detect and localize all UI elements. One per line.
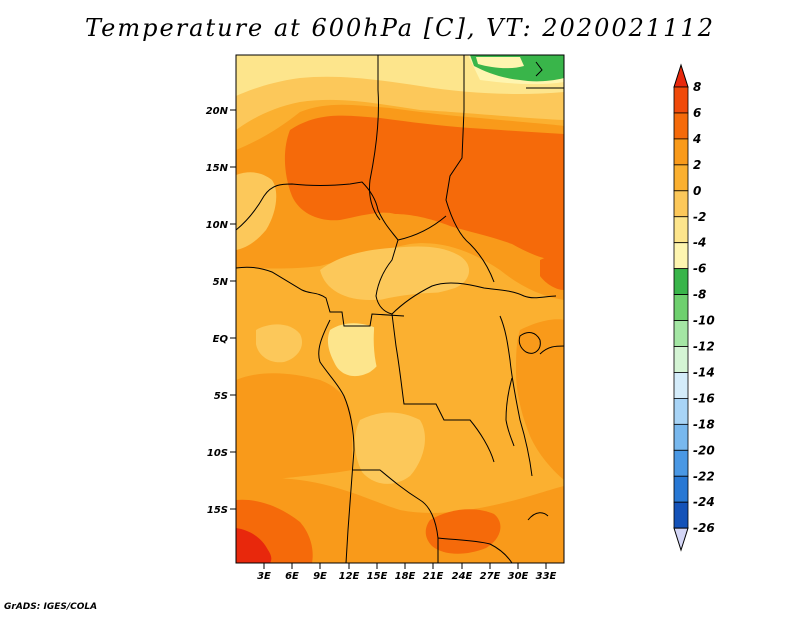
- lake-victoria: [518, 332, 541, 354]
- field-pale-patch: [476, 57, 524, 69]
- colorbar-label: -8: [693, 288, 706, 302]
- coastline-atlantic: [318, 319, 355, 563]
- border-drc-east: [499, 315, 533, 477]
- field-gabon-pale: [256, 324, 303, 363]
- colorbar-label: 8: [693, 80, 701, 94]
- colorbar-label: -4: [693, 236, 706, 250]
- lon-tick-label: 6E: [285, 571, 299, 582]
- colorbar-segment: [673, 449, 689, 477]
- lon-tick-label: 21E: [423, 571, 444, 582]
- latitude-axis: 20N 15N 10N 5N EQ 5S 10S 15S: [206, 106, 236, 516]
- coastline-gulf-of-guinea: [236, 266, 405, 327]
- border-chad-sudan: [445, 55, 495, 283]
- colorbar-segment: [673, 190, 689, 218]
- coast-red-sea: [535, 61, 543, 77]
- colorbar-segment: [673, 423, 689, 451]
- lat-tick-label: 5N: [213, 277, 229, 288]
- lon-tick-label: 3E: [257, 571, 271, 582]
- chart-title: Temperature at 600hPa [C], VT: 202002111…: [85, 14, 715, 42]
- colorbar-segment: [673, 294, 689, 321]
- colorbar-segment: [673, 397, 689, 425]
- lat-tick-label: 10S: [207, 448, 228, 459]
- colorbar-segment: [673, 372, 689, 399]
- colorbar-label: -18: [693, 417, 715, 431]
- colorbar-top-arrow: [673, 63, 689, 88]
- lat-tick-label: 15N: [206, 163, 229, 174]
- field-east-warm: [516, 319, 564, 480]
- colorbar-bottom-arrow: [673, 527, 689, 552]
- border-sahel: [236, 181, 399, 268]
- colorbar-label: -14: [693, 365, 715, 379]
- colorbar-label: -10: [693, 314, 715, 328]
- field-east-hot: [540, 256, 564, 290]
- border-kenya: [539, 345, 564, 355]
- colorbar-segment: [673, 475, 689, 503]
- colorbar-label: -16: [693, 391, 715, 405]
- border-drc-west: [391, 313, 495, 463]
- colorbar-segment: [673, 112, 689, 140]
- colorbar-segment: [673, 268, 689, 295]
- lon-tick-label: 30E: [508, 571, 529, 582]
- field-congo-pale: [327, 323, 386, 377]
- colorbar-label: -12: [693, 340, 715, 354]
- lake-tanganyika: [505, 377, 515, 447]
- colorbar-label: -22: [693, 469, 715, 483]
- colorbar-segment: [673, 242, 689, 270]
- colorbar-label: 4: [692, 132, 701, 146]
- colorbar-label: -26: [693, 521, 715, 535]
- field-congo-basin: [373, 292, 564, 427]
- lat-tick-label: EQ: [213, 334, 229, 345]
- colorbar-segment: [673, 346, 689, 373]
- temperature-field: [236, 55, 564, 563]
- lon-tick-label: 33E: [536, 571, 557, 582]
- field-angola-cool: [354, 412, 425, 484]
- colorbar-segment: [673, 138, 689, 166]
- border-angola: [352, 469, 439, 563]
- field-west-cool: [236, 172, 277, 250]
- field-band-4-6: [284, 115, 564, 261]
- colorbar-segment: [673, 164, 689, 192]
- colorbar-segment: [673, 216, 689, 244]
- lake-malawi-north: [527, 512, 549, 521]
- colorbar-label: 2: [693, 158, 701, 172]
- field-sw-hottest: [236, 528, 272, 563]
- map-frame: [235, 54, 565, 564]
- lat-tick-label: 5S: [214, 391, 228, 402]
- lon-tick-label: 15E: [367, 571, 388, 582]
- lon-tick-label: 18E: [395, 571, 416, 582]
- colorbar-label: -24: [693, 495, 715, 509]
- border-niger-chad: [369, 55, 381, 221]
- lon-tick-label: 24E: [452, 571, 473, 582]
- lon-tick-label: 27E: [480, 571, 501, 582]
- colorbar-segment: [673, 320, 689, 347]
- border-car: [375, 215, 557, 315]
- lon-tick-label: 9E: [313, 571, 327, 582]
- lon-tick-label: 12E: [339, 571, 360, 582]
- boundaries: [236, 55, 564, 563]
- colorbar-label: -2: [693, 210, 706, 224]
- colorbar: [673, 63, 689, 552]
- colorbar-label: -6: [693, 262, 706, 276]
- colorbar-label: 0: [693, 184, 701, 198]
- colorbar-label: -20: [693, 443, 715, 457]
- lat-tick-label: 20N: [206, 106, 229, 117]
- lat-tick-label: 10N: [206, 220, 229, 231]
- lat-tick-label: 15S: [207, 505, 228, 516]
- field-atlantic: [236, 373, 352, 486]
- longitude-axis: 3E 6E 9E 12E 15E 18E 21E 24E 27E 30E 33E: [257, 563, 557, 582]
- credit-label: GrADS: IGES/COLA: [4, 602, 98, 612]
- colorbar-segment: [673, 501, 689, 529]
- colorbar-segment: [673, 86, 689, 114]
- colorbar-label: 6: [693, 106, 701, 120]
- colorbar-labels: 8 6 4 2 0 -2 -4 -6 -8 -10 -12 -14 -16 -18 -20 -22 -24 -26: [692, 80, 715, 535]
- border-zambia: [437, 537, 513, 563]
